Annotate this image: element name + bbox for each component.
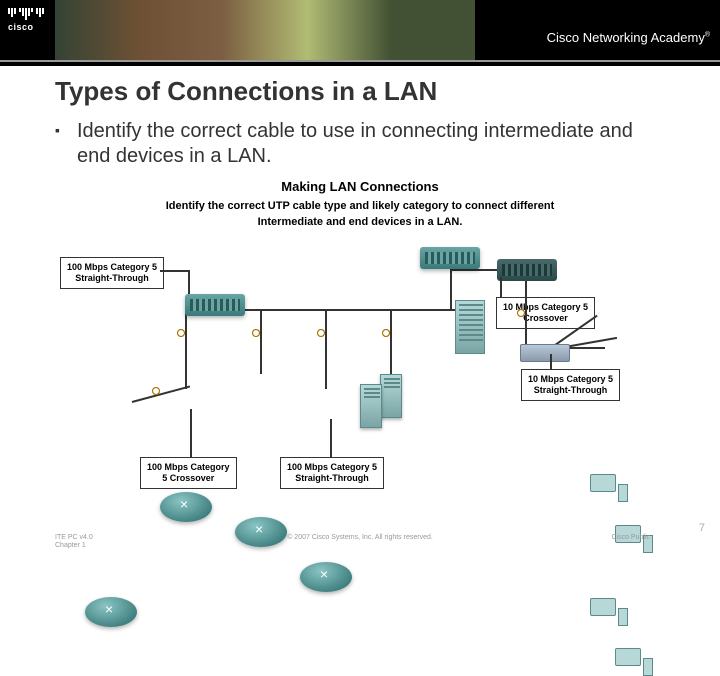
server-large bbox=[455, 300, 485, 354]
diagram-subtitle-2: Intermediate and end devices in a LAN. bbox=[60, 216, 660, 228]
network-diagram: Making LAN Connections Identify the corr… bbox=[60, 179, 660, 489]
server-2 bbox=[360, 384, 382, 428]
pc-1 bbox=[590, 474, 622, 502]
hub-1 bbox=[520, 344, 570, 362]
slide-title: Types of Connections in a LAN bbox=[55, 76, 665, 107]
hub-drop bbox=[525, 279, 527, 349]
router-2 bbox=[235, 517, 287, 547]
label-10-crossover: 10 Mbps Category 5 Crossover bbox=[496, 297, 595, 329]
footer-left: ITE PC v4.0 Chapter 1 bbox=[55, 534, 93, 551]
router-1 bbox=[160, 492, 212, 522]
diagram-title: Making LAN Connections bbox=[60, 179, 660, 194]
diagram-subtitle-1: Identify the correct UTP cable type and … bbox=[60, 200, 660, 212]
drop-3 bbox=[325, 309, 327, 389]
cisco-logo-text: cisco bbox=[8, 22, 44, 32]
footer-page-number: 7 bbox=[699, 522, 705, 534]
cisco-logo: cisco bbox=[8, 8, 44, 32]
pc-4 bbox=[615, 648, 647, 676]
slide-bullet: Identify the correct cable to use in con… bbox=[55, 119, 665, 169]
label-100-straight-top: 100 Mbps Category 5 Straight-Through bbox=[60, 257, 164, 289]
pc-3 bbox=[590, 598, 622, 626]
label-10-straight: 10 Mbps Category 5 Straight-Through bbox=[521, 369, 620, 401]
label-100-straight-bottom: 100 Mbps Category 5 Straight-Through bbox=[280, 457, 384, 489]
ptr-10str bbox=[550, 354, 552, 369]
ptr-topleft-v bbox=[188, 270, 190, 294]
drop-4 bbox=[390, 309, 392, 374]
label-100-crossover-bottom: 100 Mbps Category 5 Crossover bbox=[140, 457, 237, 489]
switch-2 bbox=[420, 247, 480, 269]
router-cross bbox=[132, 386, 190, 403]
slide-header: cisco Cisco Networking Academy® bbox=[0, 0, 720, 66]
ptr-topleft bbox=[160, 270, 188, 272]
router-4 bbox=[85, 597, 137, 627]
academy-label: Cisco Networking Academy® bbox=[547, 30, 710, 45]
ptr-botA bbox=[190, 409, 192, 457]
header-photo-strip bbox=[55, 0, 475, 60]
ptr-10cross bbox=[500, 277, 502, 297]
cisco-logo-bars bbox=[8, 8, 44, 20]
darkswitch bbox=[497, 259, 557, 281]
router-3 bbox=[300, 562, 352, 592]
header-divider bbox=[0, 60, 720, 62]
drop-2 bbox=[260, 309, 262, 374]
slide-content: Types of Connections in a LAN Identify t… bbox=[0, 66, 720, 489]
server-1 bbox=[380, 374, 402, 418]
drop-1 bbox=[185, 309, 187, 389]
switch-main bbox=[185, 294, 245, 316]
ptr-botB bbox=[330, 419, 332, 457]
crossover-line bbox=[452, 269, 497, 271]
